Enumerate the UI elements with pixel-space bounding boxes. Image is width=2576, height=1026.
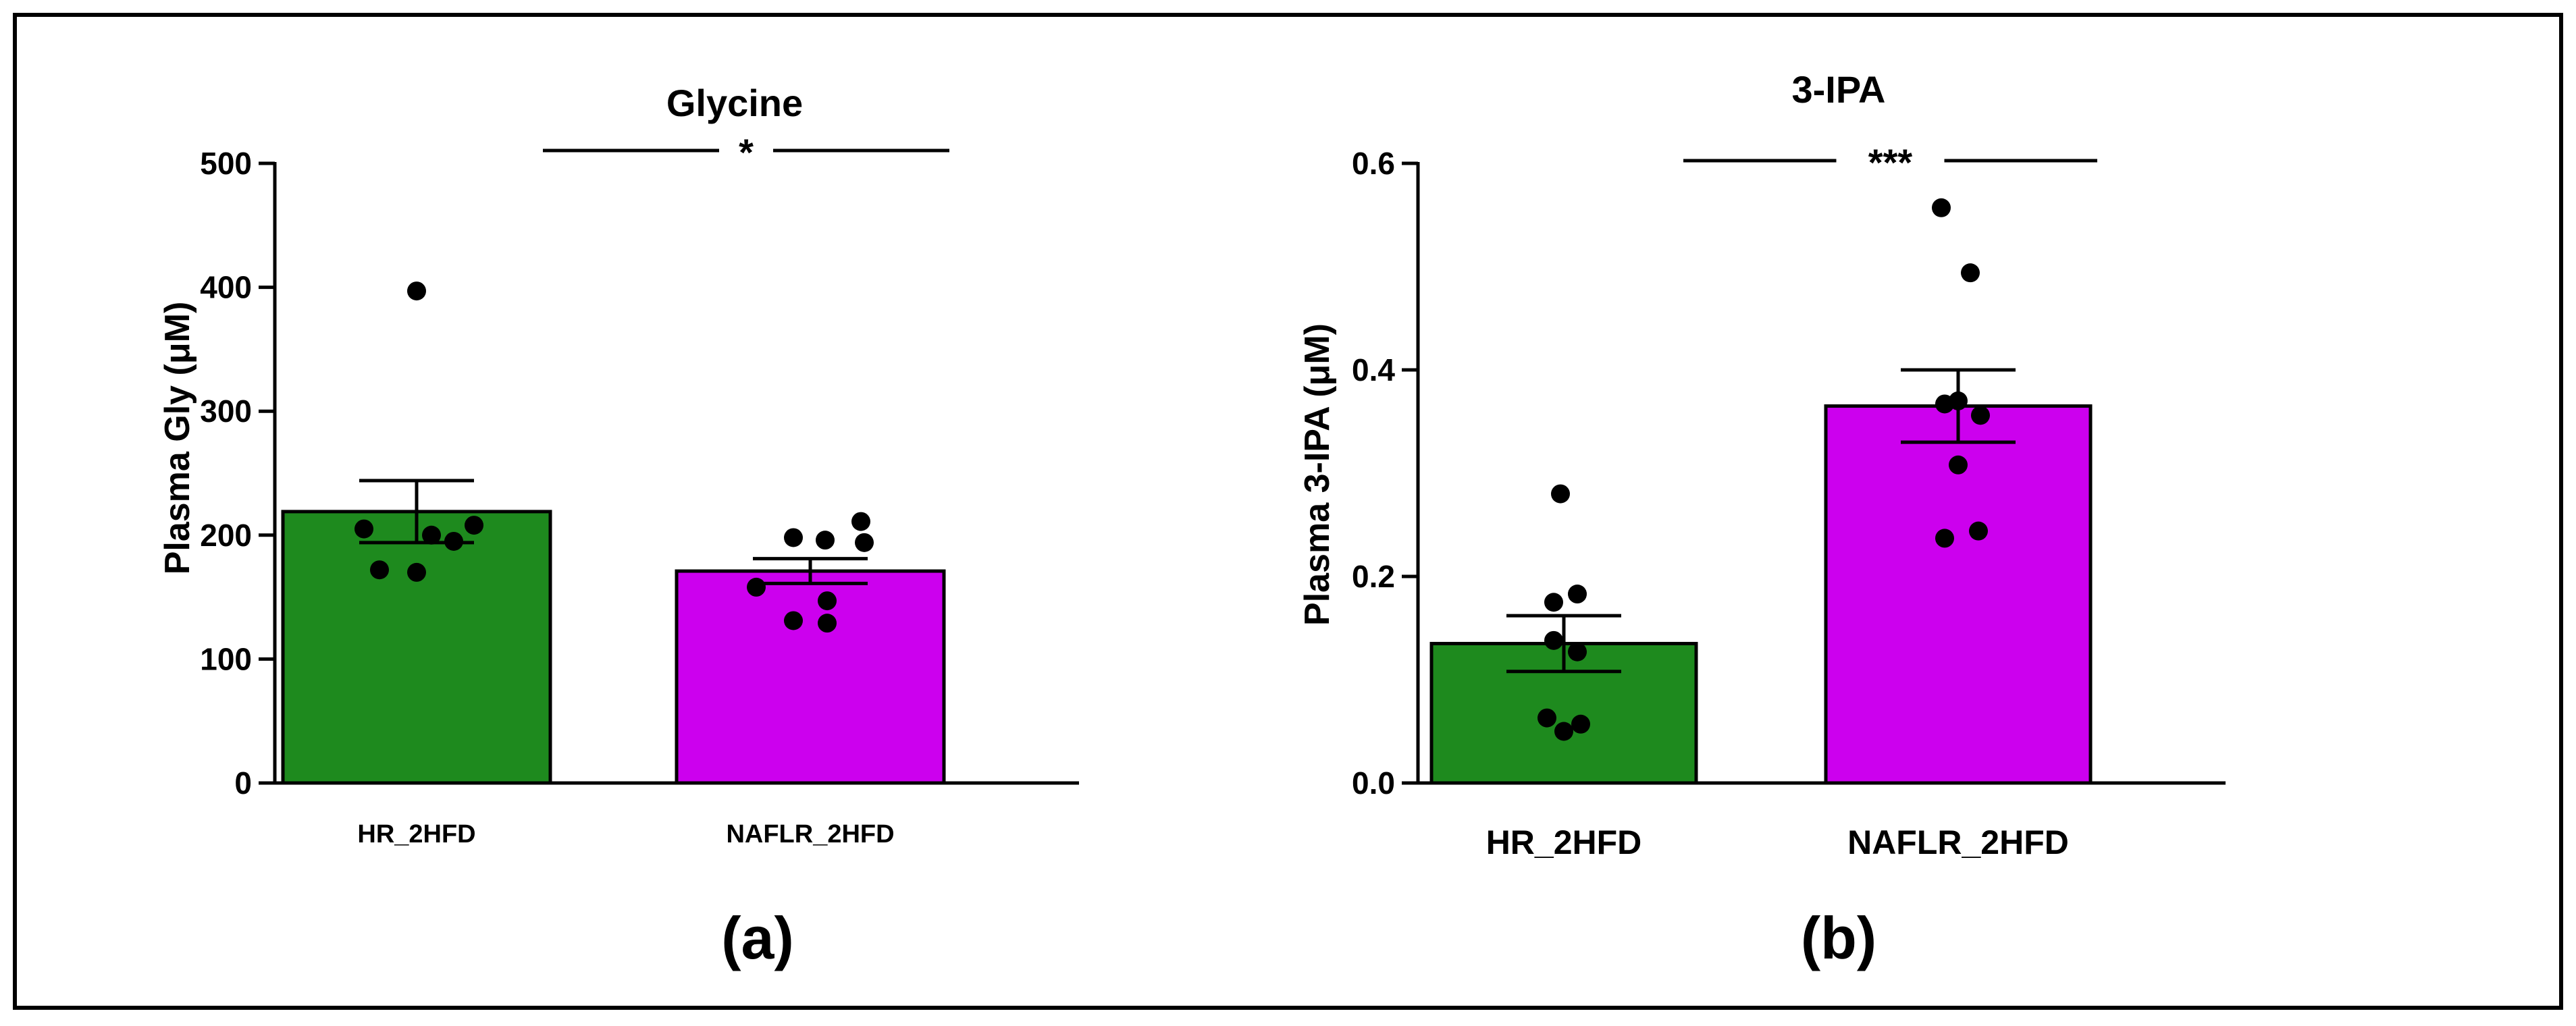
data-point <box>1554 722 1573 741</box>
data-point <box>1935 394 1954 414</box>
data-point <box>784 528 803 547</box>
data-point <box>1571 714 1590 734</box>
y-axis-label: Plasma Gly (μM) <box>158 302 197 575</box>
y-axis-label: Plasma 3-IPA (μM) <box>1298 323 1337 626</box>
y-tick-label: 300 <box>200 394 252 429</box>
panel-label: (b) <box>1801 905 1876 971</box>
data-point <box>1551 484 1570 504</box>
data-point <box>1568 642 1587 662</box>
panel-label: (a) <box>721 905 794 971</box>
data-point <box>354 519 373 539</box>
data-point <box>1935 529 1954 548</box>
data-point <box>816 531 835 550</box>
data-point <box>370 560 389 580</box>
data-point <box>444 531 463 551</box>
y-tick-label: 0.4 <box>1352 352 1395 387</box>
y-tick-label: 400 <box>200 270 252 305</box>
significance-label: * <box>739 131 754 173</box>
panel-b: 3-IPA Plasma 3-IPA (μM) (b) 0.0 0.2 0.4 0.6… <box>1298 68 2226 971</box>
marks: 0.0 0.2 0.4 0.6 HR_2HFD NAFLR_2HFD *** <box>1352 141 2226 861</box>
y-tick-label: 0 <box>234 765 252 801</box>
data-point <box>422 525 441 545</box>
x-tick-label: HR_2HFD <box>357 820 475 848</box>
y-tick-label: 200 <box>200 518 252 553</box>
marks: 0 100 200 300 400 500 HR_2HFD NAFLR_2HFD * <box>200 131 1079 848</box>
y-tick-label: 0.2 <box>1352 559 1395 594</box>
data-point <box>851 512 870 531</box>
bar <box>675 569 946 785</box>
data-point <box>1949 455 1968 475</box>
x-tick-label: NAFLR_2HFD <box>1847 824 2069 861</box>
data-point <box>407 562 426 582</box>
x-tick-label: NAFLR_2HFD <box>726 820 894 848</box>
chart-title: 3-IPA <box>1792 68 1886 111</box>
data-point <box>1537 708 1556 728</box>
data-point <box>784 611 803 630</box>
bar <box>281 510 552 785</box>
data-point <box>407 281 426 301</box>
y-tick-label: 100 <box>200 641 252 676</box>
data-point <box>1969 521 1988 541</box>
y-tick-label: 0.0 <box>1352 765 1395 801</box>
data-point <box>818 614 837 633</box>
data-point <box>1568 585 1587 604</box>
chart-title: Glycine <box>666 82 803 124</box>
data-point <box>1544 630 1563 650</box>
y-tick-label: 500 <box>200 146 252 181</box>
data-point <box>855 533 874 552</box>
data-point <box>747 577 766 597</box>
data-point <box>1971 406 1990 425</box>
y-tick-label: 0.6 <box>1352 146 1395 181</box>
significance-label: *** <box>1868 141 1913 184</box>
data-point <box>465 516 483 535</box>
panel-a: Glycine Plasma Gly (μM) (a) 0 100 200 300 40… <box>158 82 1079 971</box>
data-point <box>1544 593 1563 612</box>
data-point <box>1932 198 1951 217</box>
x-tick-label: HR_2HFD <box>1486 824 1642 861</box>
data-point <box>1961 263 1980 283</box>
data-point <box>818 591 837 611</box>
